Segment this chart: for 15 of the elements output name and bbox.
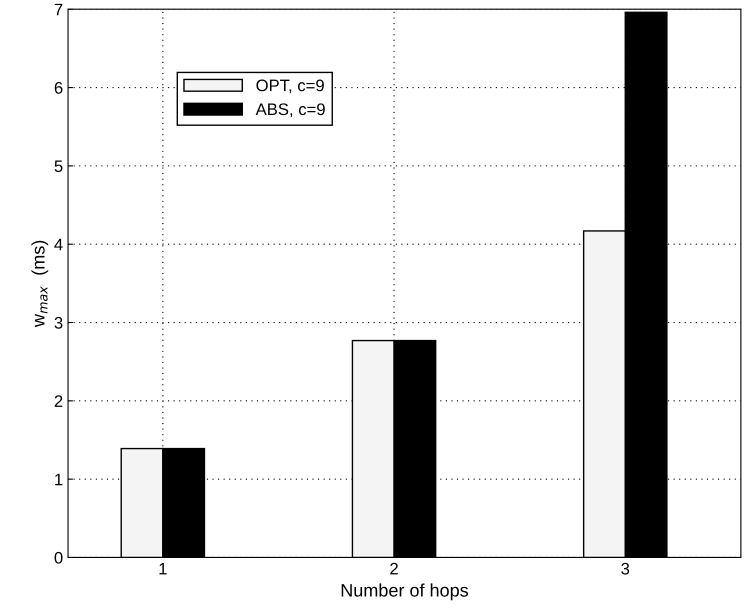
x-axis-title: Number of hops	[342, 583, 468, 600]
y-tick-label: 1	[55, 474, 62, 486]
y-tick-label: 3	[54, 316, 62, 329]
y-tick-label: 4	[54, 238, 63, 250]
legend-label: OPT, c=9	[256, 80, 324, 94]
x-tick-label: 2	[390, 562, 398, 574]
y-tick-label: 6	[54, 82, 62, 94]
x-tick-label: 3	[621, 562, 630, 575]
x-tick-label: 1	[159, 562, 167, 574]
y-tick-label: 5	[54, 160, 62, 172]
y-axis-title: w$_{max}$ (ms)	[31, 240, 48, 328]
y-tick-label: 0	[54, 552, 63, 564]
y-tick-label: 7	[54, 4, 62, 16]
legend-label: ABS, c=9	[256, 103, 325, 118]
y-tick-label: 2	[54, 395, 62, 407]
